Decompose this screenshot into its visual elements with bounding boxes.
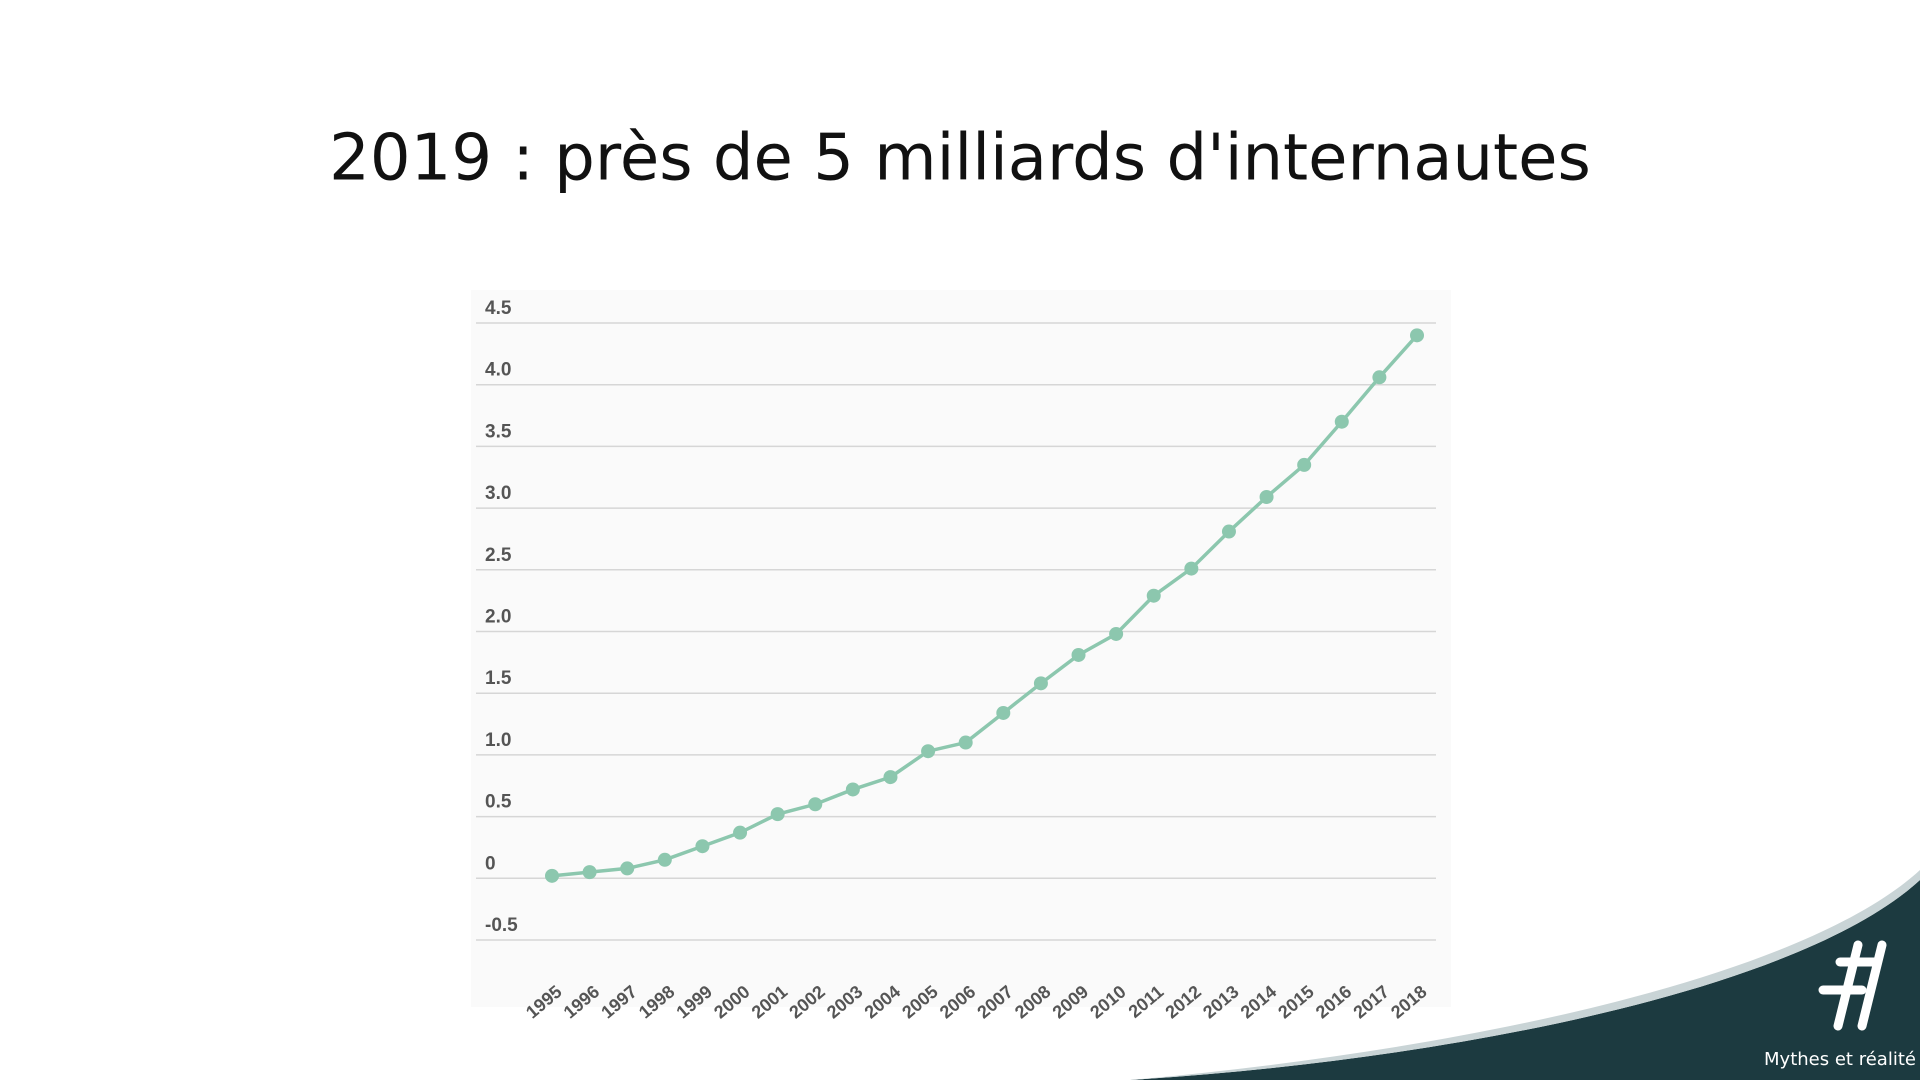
data-point xyxy=(996,705,1011,720)
data-point xyxy=(695,839,710,854)
chart-title: 2019 : près de 5 milliards d'internautes xyxy=(329,122,1591,196)
data-point xyxy=(770,807,785,822)
data-point xyxy=(1259,489,1274,504)
data-point xyxy=(620,861,635,876)
data-point xyxy=(845,782,860,797)
data-point xyxy=(582,865,597,880)
data-point xyxy=(1109,626,1124,641)
plot-panel xyxy=(471,290,1451,1007)
y-tick-label: 4.0 xyxy=(485,360,511,381)
footer-text: Mythes et réalité xyxy=(1764,1049,1916,1070)
data-point xyxy=(1221,524,1236,539)
y-tick-label: 3.5 xyxy=(485,421,512,442)
data-point xyxy=(921,744,936,759)
data-point xyxy=(1071,647,1086,662)
data-point xyxy=(1410,328,1424,343)
data-point xyxy=(1033,676,1048,691)
data-point xyxy=(1146,588,1161,603)
data-point xyxy=(1297,457,1312,472)
data-point xyxy=(657,852,672,867)
y-tick-label: 1.5 xyxy=(485,668,512,689)
data-point xyxy=(1334,414,1349,429)
data-point xyxy=(545,868,559,883)
y-tick-label: 0.5 xyxy=(485,792,512,813)
y-tick-label: 0 xyxy=(485,853,496,874)
data-point xyxy=(1184,561,1199,576)
y-tick-label: 2.0 xyxy=(485,607,511,628)
hash-logo xyxy=(1818,940,1887,1031)
y-tick-label: -0.5 xyxy=(485,915,518,936)
data-point xyxy=(1372,370,1387,385)
data-point xyxy=(883,770,898,785)
corner-swoosh xyxy=(1130,880,1920,1080)
data-point xyxy=(733,825,748,840)
data-point xyxy=(808,797,823,812)
data-point xyxy=(958,735,973,750)
y-tick-label: 1.0 xyxy=(485,730,511,751)
y-tick-label: 2.5 xyxy=(485,545,512,566)
y-tick-label: 3.0 xyxy=(485,483,511,504)
y-tick-label: 4.5 xyxy=(485,298,512,319)
